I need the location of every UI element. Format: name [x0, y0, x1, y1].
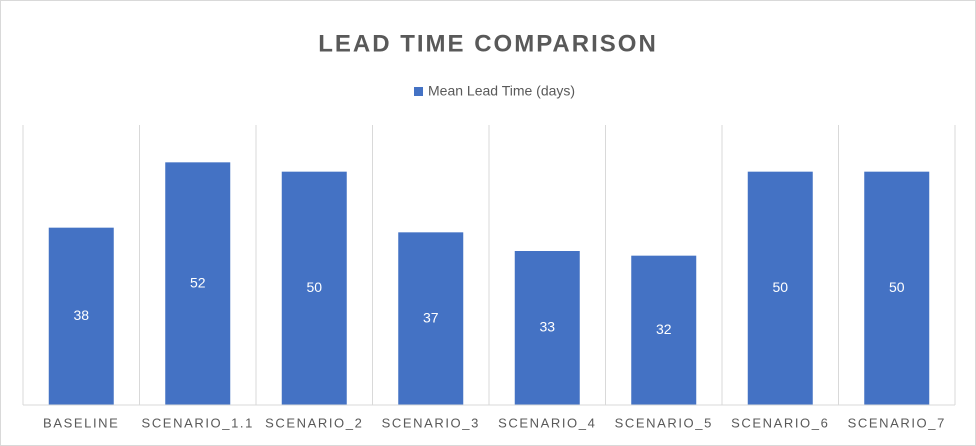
x-tick-label: SCENARIO_2	[265, 415, 363, 430]
value-label: 38	[73, 307, 89, 323]
bar	[281, 171, 347, 405]
bar	[165, 162, 231, 405]
x-tick-label: SCENARIO_3	[382, 415, 480, 430]
x-tick-label: BASELINE	[43, 415, 119, 430]
value-label: 33	[539, 319, 555, 335]
value-label: 50	[772, 279, 788, 295]
bar	[631, 255, 697, 405]
value-label: 37	[423, 309, 439, 325]
bar	[514, 251, 580, 405]
bar	[747, 171, 813, 405]
legend-swatch	[414, 87, 423, 96]
bar	[864, 171, 930, 405]
value-label: 50	[889, 279, 905, 295]
legend-label: Mean Lead Time (days)	[428, 83, 575, 99]
chart-title: LEAD TIME COMPARISON	[318, 30, 658, 57]
x-tick-label: SCENARIO_7	[848, 415, 946, 430]
x-tick-label: SCENARIO_4	[498, 415, 596, 430]
value-label: 32	[656, 321, 672, 337]
bar	[398, 232, 464, 405]
bar	[48, 227, 114, 405]
x-tick-label: SCENARIO_6	[731, 415, 829, 430]
x-tick-label: SCENARIO_1.1	[142, 415, 254, 430]
value-label: 50	[306, 279, 322, 295]
x-tick-label: SCENARIO_5	[615, 415, 713, 430]
value-label: 52	[190, 274, 206, 290]
